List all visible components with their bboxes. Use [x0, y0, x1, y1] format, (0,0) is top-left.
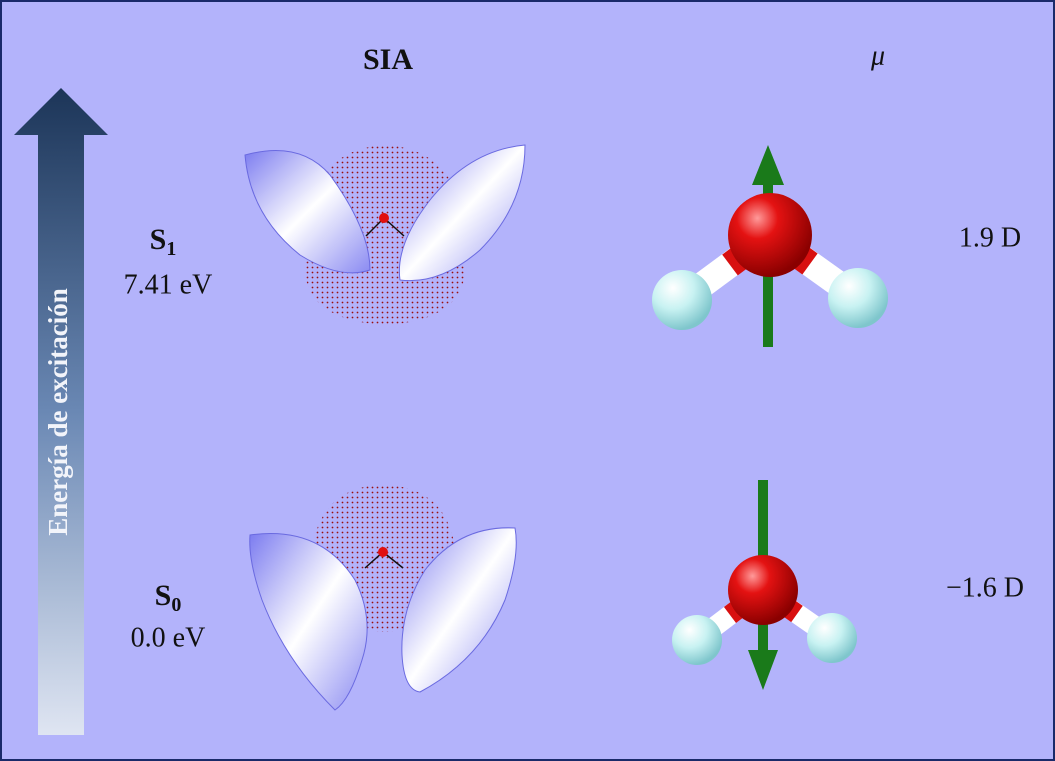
diagram: Energía de excitación SIA μ S1 7.41 eV 1…	[0, 0, 1055, 761]
state-symbol: S	[150, 223, 167, 256]
atom	[378, 547, 388, 557]
state-energy: 7.41 eV	[124, 269, 213, 300]
oxygen	[728, 555, 798, 625]
state-energy: 0.0 eV	[131, 622, 206, 653]
state-symbol: S	[155, 579, 172, 612]
mu-header: μ	[870, 40, 885, 71]
hydrogen	[807, 613, 857, 663]
state-subscript: 1	[166, 238, 176, 260]
dipole-value: 1.9 D	[959, 222, 1021, 253]
sia-header: SIA	[363, 43, 413, 76]
oxygen	[728, 193, 812, 277]
state-subscript: 0	[171, 594, 181, 616]
page: {"header": {"sia": "SIA", "mu": "μ"}, "a…	[0, 0, 1055, 761]
axis-label: Energía de excitación	[43, 288, 73, 535]
hydrogen	[672, 615, 722, 665]
hydrogen	[652, 270, 712, 330]
atom	[379, 213, 389, 223]
hydrogen	[828, 268, 888, 328]
dipole-value: −1.6 D	[946, 572, 1024, 603]
